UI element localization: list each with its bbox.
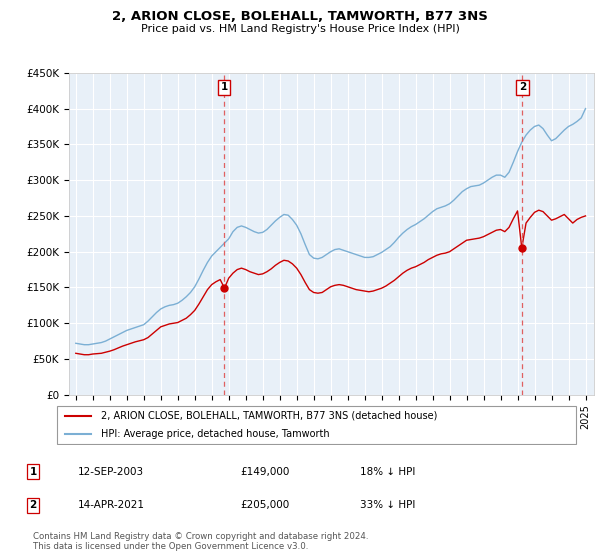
Text: 2, ARION CLOSE, BOLEHALL, TAMWORTH, B77 3NS (detached house): 2, ARION CLOSE, BOLEHALL, TAMWORTH, B77 … [101,411,437,421]
Text: 1: 1 [29,466,37,477]
Text: 1: 1 [220,82,227,92]
Text: £149,000: £149,000 [240,466,289,477]
Text: 2: 2 [29,500,37,510]
Text: 12-SEP-2003: 12-SEP-2003 [78,466,144,477]
Text: HPI: Average price, detached house, Tamworth: HPI: Average price, detached house, Tamw… [101,430,330,439]
Text: 2, ARION CLOSE, BOLEHALL, TAMWORTH, B77 3NS: 2, ARION CLOSE, BOLEHALL, TAMWORTH, B77 … [112,10,488,23]
Text: Price paid vs. HM Land Registry's House Price Index (HPI): Price paid vs. HM Land Registry's House … [140,24,460,34]
Text: Contains HM Land Registry data © Crown copyright and database right 2024.
This d: Contains HM Land Registry data © Crown c… [33,532,368,552]
FancyBboxPatch shape [56,407,577,444]
Text: 14-APR-2021: 14-APR-2021 [78,500,145,510]
Text: 18% ↓ HPI: 18% ↓ HPI [360,466,415,477]
Text: 33% ↓ HPI: 33% ↓ HPI [360,500,415,510]
Text: 2: 2 [518,82,526,92]
Text: £205,000: £205,000 [240,500,289,510]
